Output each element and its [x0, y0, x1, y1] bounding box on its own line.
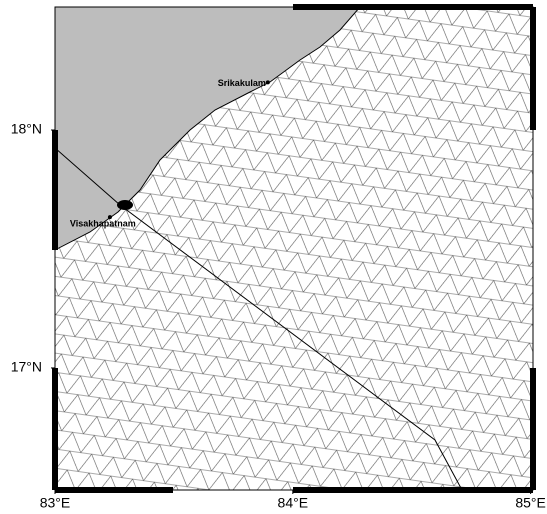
place-label: Srikakulam [218, 78, 266, 88]
frame-border [52, 4, 536, 493]
border-segment [293, 4, 533, 10]
y-tick-label: 17°N [11, 359, 42, 375]
border-segment [52, 368, 58, 490]
land [55, 7, 361, 251]
place-dot [265, 80, 270, 85]
marker [117, 200, 133, 210]
y-tick-label: 18°N [11, 121, 42, 137]
x-tick-label: 83°E [40, 495, 71, 511]
border-segment [530, 368, 536, 490]
map-body [55, 7, 533, 490]
track [55, 147, 463, 490]
x-tick-label: 84°E [278, 495, 309, 511]
border-segment [55, 487, 173, 493]
border-segment [293, 487, 533, 493]
x-tick-label: 85°E [515, 495, 546, 511]
border-segment [530, 7, 536, 130]
place-label: Visakhapatnam [70, 218, 136, 228]
place-dot [107, 215, 112, 220]
border-segment [52, 130, 58, 250]
